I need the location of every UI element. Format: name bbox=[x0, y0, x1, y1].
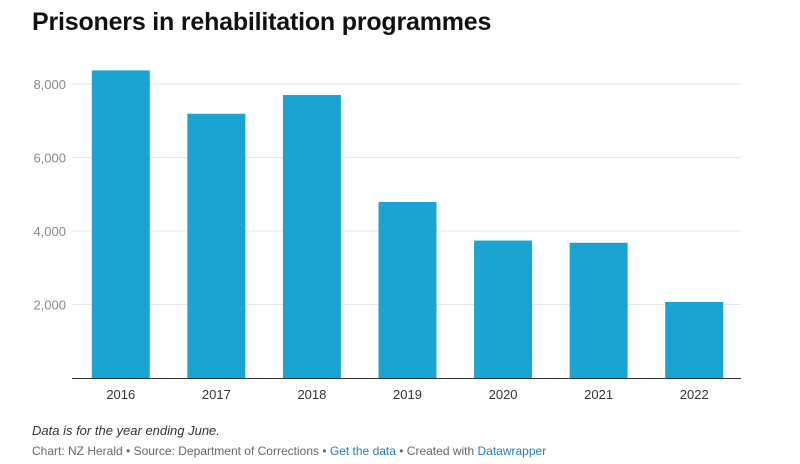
separator: • bbox=[122, 444, 134, 458]
y-axis-ticks: 2,000 4,000 6,000 8,000 bbox=[33, 77, 66, 313]
x-tick-label: 2016 bbox=[106, 387, 135, 402]
created-with-text: Created with bbox=[406, 444, 478, 458]
separator: • bbox=[319, 444, 330, 458]
chart-note: Data is for the year ending June. bbox=[32, 423, 220, 438]
bar-2020 bbox=[474, 240, 533, 378]
x-axis-ticks: 2016 2017 2018 2019 2020 2021 2022 bbox=[106, 387, 708, 402]
chart-credit: Chart: NZ Herald bbox=[32, 444, 123, 458]
bar-2019 bbox=[378, 201, 437, 378]
x-tick-label: 2021 bbox=[584, 387, 613, 402]
x-tick-label: 2022 bbox=[680, 387, 709, 402]
y-tick-label: 6,000 bbox=[33, 151, 66, 166]
y-tick-label: 8,000 bbox=[33, 77, 66, 92]
get-the-data-link[interactable]: Get the data bbox=[329, 444, 396, 458]
bar-2021 bbox=[569, 242, 628, 378]
datawrapper-link[interactable]: Datawrapper bbox=[477, 444, 547, 458]
x-tick-label: 2017 bbox=[202, 387, 231, 402]
chart-footer: Chart: NZ Herald • Source: Department of… bbox=[32, 444, 546, 458]
bars bbox=[91, 70, 724, 379]
x-tick-label: 2019 bbox=[393, 387, 422, 402]
y-tick-label: 4,000 bbox=[33, 224, 66, 239]
bar-2022 bbox=[665, 301, 724, 378]
bar-2016 bbox=[91, 70, 150, 378]
bar-2018 bbox=[282, 95, 341, 379]
x-tick-label: 2018 bbox=[297, 387, 326, 402]
chart-title: Prisoners in rehabilitation programmes bbox=[32, 8, 492, 36]
source-text: Source: Department of Corrections bbox=[133, 444, 319, 458]
x-tick-label: 2020 bbox=[489, 387, 518, 402]
y-tick-label: 2,000 bbox=[33, 298, 66, 313]
bar-2017 bbox=[187, 113, 246, 378]
bar-chart: 2,000 4,000 6,000 8,000 2016 2017 2018 2019 202… bbox=[33, 70, 741, 402]
separator: • bbox=[395, 444, 407, 458]
